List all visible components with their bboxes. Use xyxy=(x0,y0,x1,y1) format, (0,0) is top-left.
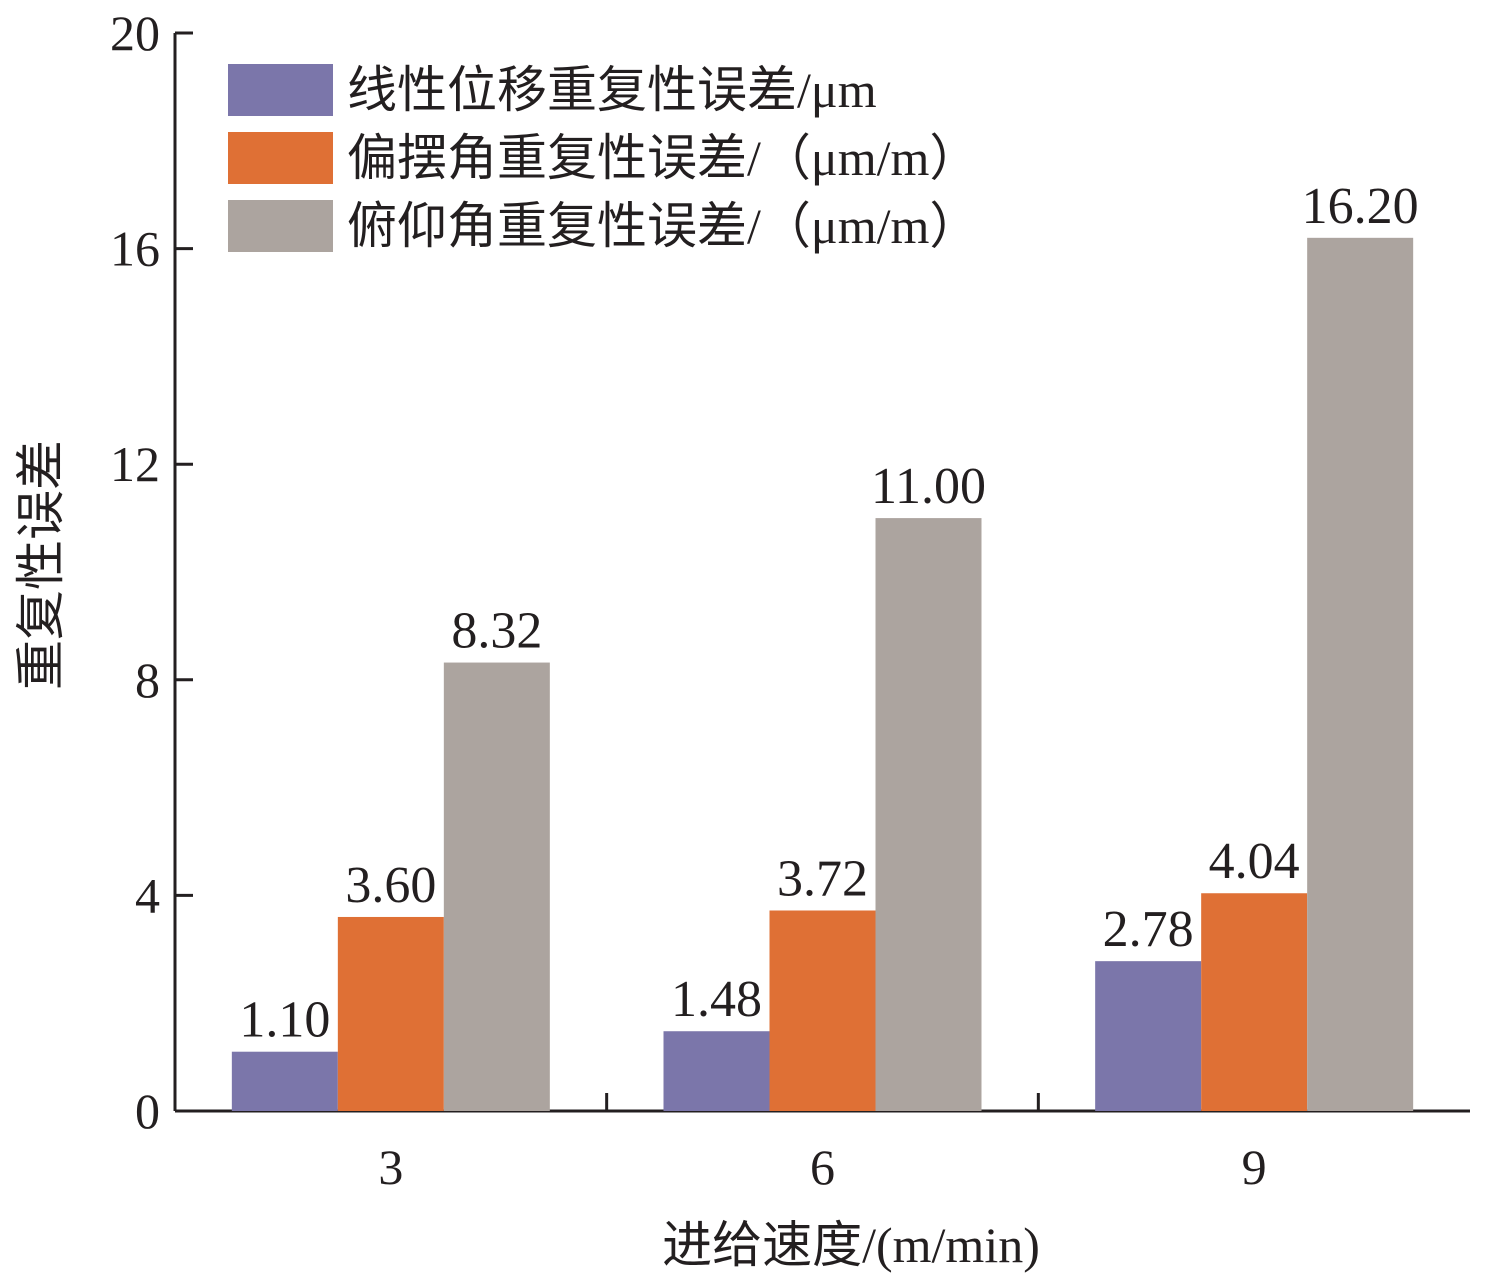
y-tick-label: 20 xyxy=(110,5,160,61)
bar-value-label: 16.20 xyxy=(1302,178,1419,235)
y-tick-label: 8 xyxy=(135,652,160,708)
bar xyxy=(443,662,550,1111)
legend-swatch xyxy=(228,132,333,184)
bar xyxy=(1201,893,1308,1111)
bar-value-label: 1.10 xyxy=(239,992,330,1049)
bar-value-label: 4.04 xyxy=(1209,833,1300,890)
y-tick-label: 16 xyxy=(110,221,160,277)
x-axis-title: 进给速度/(m/min) xyxy=(662,1217,1040,1273)
bar-value-label: 8.32 xyxy=(451,603,542,660)
y-tick-label: 4 xyxy=(135,867,160,923)
legend-label: 线性位移重复性误差/μm xyxy=(347,62,877,118)
chart-value-labels: 1.10 3.60 8.32 1.48 3.72 11.00 2.78 4.04 16.20 xyxy=(239,178,1418,1049)
bar xyxy=(1095,961,1202,1111)
bar xyxy=(663,1031,770,1111)
bar-value-label: 2.78 xyxy=(1103,901,1194,958)
legend-label: 偏摆角重复性误差/（μm/m） xyxy=(347,130,979,186)
x-tick-label: 3 xyxy=(378,1139,403,1195)
bar xyxy=(875,518,982,1111)
bar xyxy=(769,910,876,1111)
chart-bars xyxy=(231,237,1414,1111)
chart-legend: 线性位移重复性误差/μm 偏摆角重复性误差/（μm/m） 俯仰角重复性误差/（μm/… xyxy=(228,62,979,254)
bar xyxy=(337,916,444,1111)
x-tick-label: 6 xyxy=(810,1139,835,1195)
bar-value-label: 11.00 xyxy=(871,458,986,515)
y-tick-label: 0 xyxy=(135,1083,160,1139)
bar-value-label: 3.60 xyxy=(345,857,436,914)
legend-label: 俯仰角重复性误差/（μm/m） xyxy=(347,198,979,254)
legend-swatch xyxy=(228,64,333,116)
bar-value-label: 1.48 xyxy=(671,971,762,1028)
x-tick-label: 9 xyxy=(1242,1139,1267,1195)
y-tick-label: 12 xyxy=(110,436,160,492)
legend-swatch xyxy=(228,200,333,252)
y-axis-title: 重复性误差 xyxy=(13,440,69,690)
bar xyxy=(1307,237,1414,1111)
bar-value-label: 3.72 xyxy=(777,850,868,907)
bar xyxy=(231,1051,338,1111)
